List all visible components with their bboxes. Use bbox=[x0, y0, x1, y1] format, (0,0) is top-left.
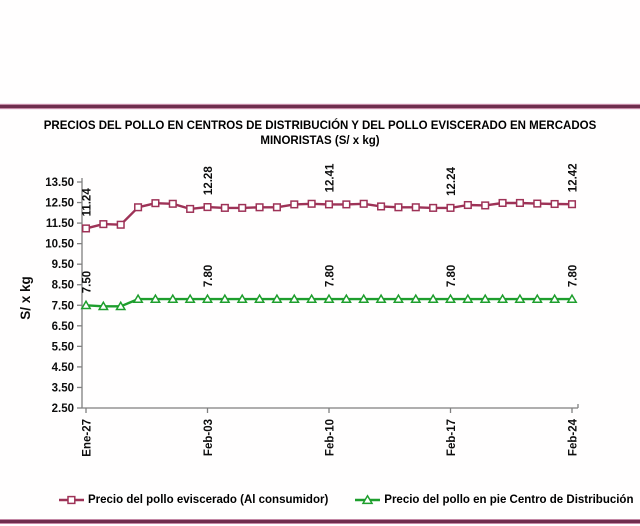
legend-item-eviscerado: Precio del pollo eviscerado (Al consumid… bbox=[58, 494, 328, 506]
legend-item-en-pie: Precio del pollo en pie Centro de Distri… bbox=[354, 494, 633, 506]
svg-text:7.50: 7.50 bbox=[52, 300, 74, 312]
chart-title-line2: MINORISTAS (S/ x kg) bbox=[260, 135, 380, 147]
decorative-bottom-rule bbox=[0, 519, 640, 524]
svg-text:6.50: 6.50 bbox=[52, 321, 74, 333]
chart-legend: Precio del pollo eviscerado (Al consumid… bbox=[58, 494, 633, 506]
svg-text:12.28: 12.28 bbox=[203, 166, 215, 195]
svg-text:12.41: 12.41 bbox=[325, 163, 337, 192]
svg-text:11.24: 11.24 bbox=[82, 188, 94, 217]
svg-text:12.24: 12.24 bbox=[446, 167, 458, 196]
svg-text:8.50: 8.50 bbox=[52, 280, 74, 292]
svg-text:Feb-10: Feb-10 bbox=[325, 419, 337, 456]
svg-text:2.50: 2.50 bbox=[52, 403, 74, 415]
svg-text:9.50: 9.50 bbox=[52, 259, 74, 271]
svg-text:Feb-24: Feb-24 bbox=[568, 418, 580, 456]
chart-title-line1: PRECIOS DEL POLLO EN CENTROS DE DISTRIBU… bbox=[43, 120, 597, 132]
svg-text:7.80: 7.80 bbox=[568, 265, 580, 287]
svg-text:12.50: 12.50 bbox=[45, 198, 74, 210]
svg-text:S/ x kg: S/ x kg bbox=[18, 276, 33, 320]
chart-title: PRECIOS DEL POLLO EN CENTROS DE DISTRIBU… bbox=[0, 119, 640, 149]
svg-text:4.50: 4.50 bbox=[52, 362, 74, 374]
svg-text:Feb-17: Feb-17 bbox=[446, 419, 458, 456]
legend-label-eviscerado: Precio del pollo eviscerado (Al consumid… bbox=[88, 494, 329, 506]
svg-text:7.80: 7.80 bbox=[325, 265, 337, 287]
svg-text:10.50: 10.50 bbox=[45, 239, 74, 251]
legend-marker-en-pie-icon bbox=[355, 494, 381, 505]
decorative-top-rule bbox=[0, 103, 640, 110]
svg-text:12.42: 12.42 bbox=[568, 163, 580, 192]
svg-text:7.80: 7.80 bbox=[446, 265, 458, 287]
legend-label-en-pie: Precio del pollo en pie Centro de Distri… bbox=[384, 494, 634, 506]
svg-text:Ene-27: Ene-27 bbox=[82, 419, 94, 457]
svg-text:7.50: 7.50 bbox=[82, 271, 94, 293]
svg-text:7.80: 7.80 bbox=[203, 265, 215, 287]
svg-text:3.50: 3.50 bbox=[52, 382, 74, 394]
svg-text:5.50: 5.50 bbox=[52, 341, 74, 353]
svg-text:11.50: 11.50 bbox=[46, 218, 74, 230]
svg-text:Feb-03: Feb-03 bbox=[203, 419, 215, 456]
legend-marker-eviscerado-icon bbox=[59, 495, 84, 505]
svg-text:13.50: 13.50 bbox=[45, 177, 74, 189]
